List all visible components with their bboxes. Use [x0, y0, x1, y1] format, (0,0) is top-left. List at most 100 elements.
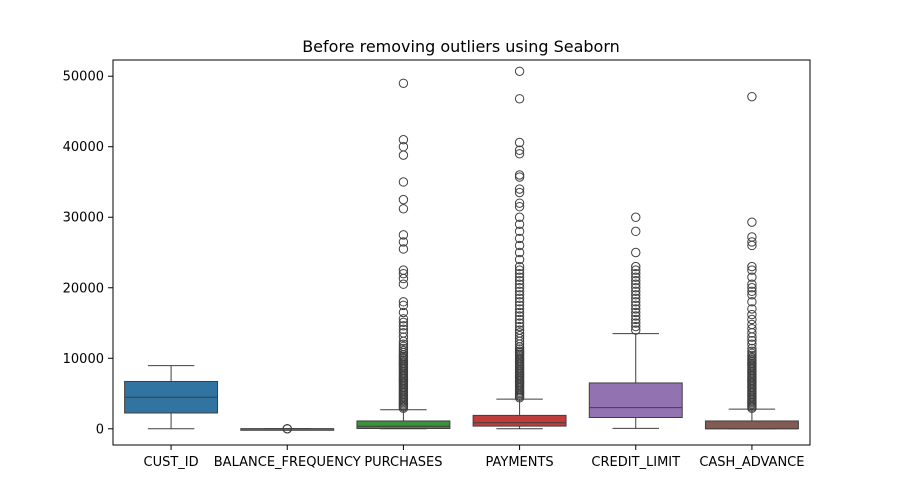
outlier-point: [747, 232, 757, 242]
outlier-point: [398, 268, 409, 279]
box-payments: [472, 66, 567, 430]
outlier-point: [631, 212, 641, 222]
outlier-point: [631, 304, 641, 314]
outlier-point: [514, 219, 525, 229]
outlier-point: [747, 339, 757, 349]
outlier-point: [398, 307, 409, 318]
outlier-point: [747, 272, 757, 282]
outlier-point: [282, 424, 292, 434]
box-cust-id: [124, 365, 219, 430]
outlier-point: [398, 300, 409, 311]
outlier-point: [398, 177, 409, 187]
outlier-point: [747, 352, 757, 363]
outlier-point: [514, 346, 525, 356]
outlier-point: [747, 265, 757, 275]
iqr-box: [356, 420, 451, 430]
outlier-point: [514, 187, 525, 198]
outlier-point: [631, 290, 641, 300]
outlier-point: [631, 279, 641, 289]
outlier-point: [398, 194, 409, 205]
outlier-point: [514, 286, 525, 296]
outlier-point: [514, 226, 525, 237]
outlier-point: [631, 321, 641, 332]
outlier-point: [514, 247, 525, 258]
outlier-point: [631, 297, 641, 307]
outlier-point: [398, 339, 409, 349]
outlier-point: [514, 331, 525, 341]
outlier-point: [747, 343, 757, 354]
outlier-point: [631, 293, 641, 304]
x-axis: CUST_ID BALANCE_FREQUENCY PURCHASES PAYMENT…: [144, 445, 804, 470]
y-axis: 0 10000 20000 30000 40000 50000: [63, 70, 113, 437]
outlier-point: [514, 265, 525, 275]
outlier-point: [398, 297, 409, 307]
outlier-point: [631, 272, 641, 282]
outlier-point: [514, 272, 525, 282]
outlier-point: [514, 328, 525, 338]
outlier-point: [514, 325, 525, 335]
y-tick-label: 40000: [63, 140, 104, 155]
outlier-point: [514, 268, 525, 279]
outlier-point: [514, 311, 525, 321]
outlier-point: [398, 324, 409, 335]
outlier-point: [514, 198, 525, 208]
outlier-point: [514, 276, 525, 286]
plot-area: [124, 66, 799, 434]
x-tick-label: CUST_ID: [144, 455, 199, 470]
outlier-point: [514, 314, 525, 325]
y-tick-label: 50000: [63, 70, 104, 85]
outlier-point: [398, 343, 409, 354]
outlier-point: [747, 350, 757, 361]
outlier-point: [398, 341, 409, 351]
iqr-box: [704, 420, 799, 430]
outlier-point: [747, 261, 757, 272]
outlier-point: [747, 297, 757, 307]
outlier-point: [747, 237, 757, 247]
outlier-point: [631, 318, 641, 328]
box-balance-frequency: [240, 424, 335, 434]
iqr-box: [588, 382, 683, 419]
outlier-point: [747, 290, 757, 300]
outlier-point: [747, 283, 757, 293]
outlier-point: [398, 265, 409, 275]
outlier-point: [398, 230, 409, 240]
outlier-point: [398, 273, 409, 284]
y-tick-label: 0: [96, 422, 104, 437]
outlier-point: [747, 314, 757, 325]
outlier-point: [398, 321, 409, 331]
outlier-point: [747, 279, 757, 289]
outlier-point: [514, 321, 525, 332]
outlier-point: [514, 318, 525, 328]
y-tick-label: 30000: [63, 211, 104, 226]
outlier-point: [631, 265, 641, 275]
iqr-box: [472, 414, 567, 427]
outlier-point: [631, 268, 641, 279]
outlier-point: [398, 332, 409, 342]
y-tick-label: 10000: [63, 352, 104, 367]
box-cash-advance: [704, 91, 799, 430]
outlier-point: [398, 237, 409, 247]
y-tick-label: 20000: [63, 281, 104, 296]
outlier-point: [747, 319, 757, 330]
outlier-point: [514, 233, 525, 244]
outlier-point: [747, 217, 757, 227]
outlier-point: [747, 304, 757, 314]
outlier-point: [631, 286, 641, 296]
outlier-point: [514, 201, 525, 212]
outlier-point: [398, 279, 409, 289]
x-tick-label: CREDIT_LIMIT: [591, 455, 680, 470]
outlier-point: [514, 300, 525, 311]
x-tick-label: BALANCE_FREQUENCY: [214, 455, 361, 470]
box-purchases: [356, 78, 451, 430]
outlier-point: [398, 314, 409, 324]
outlier-point: [514, 66, 525, 76]
chart-title: Before removing outliers using Seaborn: [302, 37, 620, 56]
outlier-point: [398, 345, 409, 356]
outlier-point: [631, 314, 641, 325]
outlier-point: [631, 300, 641, 311]
outlier-point: [747, 335, 757, 346]
outlier-point: [514, 279, 525, 289]
axes-frame: [112, 59, 811, 446]
outlier-point: [631, 261, 641, 272]
x-tick-label: PAYMENTS: [485, 455, 553, 470]
